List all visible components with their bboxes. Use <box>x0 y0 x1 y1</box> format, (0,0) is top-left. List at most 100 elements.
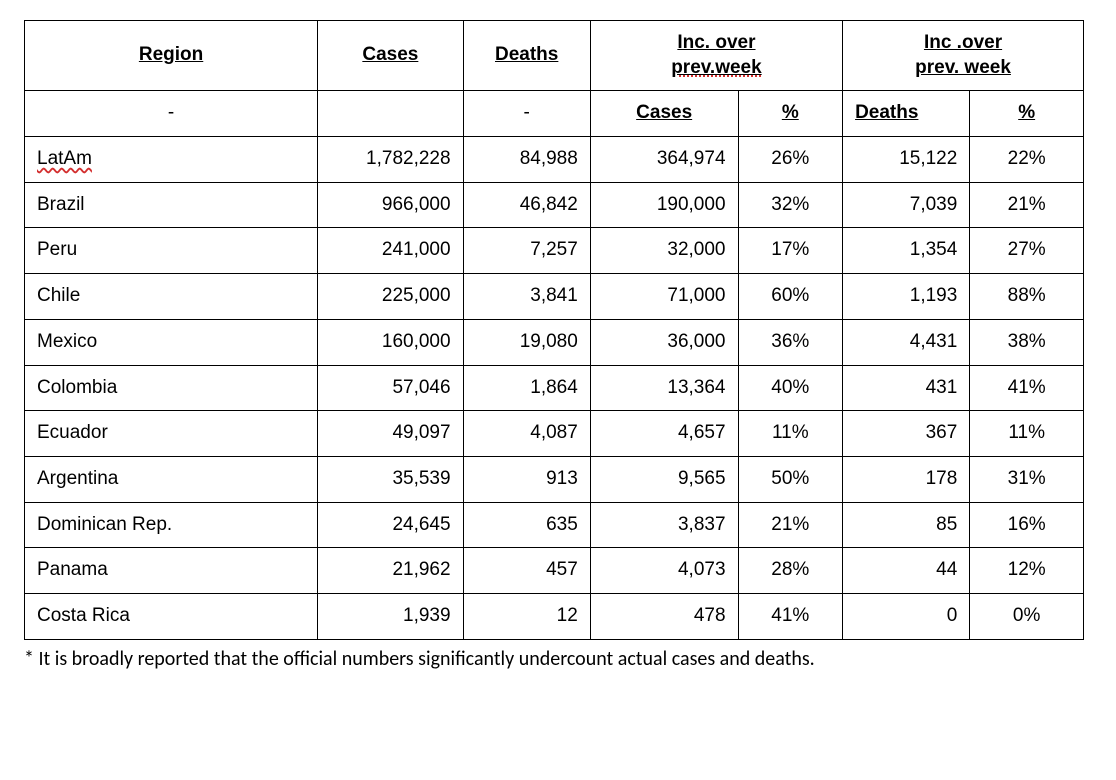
cell-inc-cases-pct: 36% <box>738 319 843 365</box>
cell-inc-deaths: 1,354 <box>843 228 970 274</box>
th2-cases: Cases <box>590 91 738 137</box>
th2-pct1: % <box>738 91 843 137</box>
th-deaths: Deaths <box>463 21 590 91</box>
cell-inc-deaths: 4,431 <box>843 319 970 365</box>
table-row: Costa Rica1,9391247841%00% <box>25 593 1084 639</box>
cell-inc-deaths: 0 <box>843 593 970 639</box>
cell-inc-deaths-pct: 11% <box>970 411 1084 457</box>
cell-cases: 241,000 <box>318 228 463 274</box>
cell-inc-cases-pct: 17% <box>738 228 843 274</box>
cell-inc-cases-pct: 28% <box>738 548 843 594</box>
th-cases: Cases <box>318 21 463 91</box>
cell-region: Dominican Rep. <box>25 502 318 548</box>
cell-region: Brazil <box>25 182 318 228</box>
cell-inc-cases: 4,073 <box>590 548 738 594</box>
table-row: Dominican Rep.24,6456353,83721%8516% <box>25 502 1084 548</box>
cell-inc-deaths: 178 <box>843 456 970 502</box>
table-row: LatAm 1,782,22884,988364,97426%15,12222% <box>25 137 1084 183</box>
cell-region: Panama <box>25 548 318 594</box>
cell-cases: 57,046 <box>318 365 463 411</box>
covid-region-table: Region Cases Deaths Inc. over prev.week … <box>24 20 1084 640</box>
cell-inc-deaths-pct: 41% <box>970 365 1084 411</box>
cell-inc-deaths: 431 <box>843 365 970 411</box>
cell-deaths: 635 <box>463 502 590 548</box>
cell-deaths: 457 <box>463 548 590 594</box>
cell-inc-cases: 478 <box>590 593 738 639</box>
cell-deaths: 84,988 <box>463 137 590 183</box>
table-row: Panama21,9624574,07328%4412% <box>25 548 1084 594</box>
cell-inc-cases-pct: 41% <box>738 593 843 639</box>
cell-deaths: 19,080 <box>463 319 590 365</box>
th2-pct2: % <box>970 91 1084 137</box>
th2-blank1 <box>318 91 463 137</box>
cell-region: Ecuador <box>25 411 318 457</box>
table-row: Colombia57,0461,86413,36440%43141% <box>25 365 1084 411</box>
cell-region: Costa Rica <box>25 593 318 639</box>
cell-inc-cases-pct: 21% <box>738 502 843 548</box>
cell-cases: 966,000 <box>318 182 463 228</box>
th-region: Region <box>25 21 318 91</box>
cell-inc-cases: 9,565 <box>590 456 738 502</box>
th2-dash2: - <box>463 91 590 137</box>
table-row: Ecuador49,0974,0874,65711%36711% <box>25 411 1084 457</box>
cell-inc-cases: 13,364 <box>590 365 738 411</box>
cell-inc-cases-pct: 50% <box>738 456 843 502</box>
cell-inc-deaths: 44 <box>843 548 970 594</box>
cell-inc-deaths-pct: 88% <box>970 274 1084 320</box>
cell-inc-deaths-pct: 12% <box>970 548 1084 594</box>
cell-cases: 49,097 <box>318 411 463 457</box>
cell-inc-cases-pct: 32% <box>738 182 843 228</box>
spellcheck-underline: LatAm <box>37 148 92 169</box>
th-inc-deaths-line2: prev. week <box>915 57 1011 78</box>
cell-inc-cases: 71,000 <box>590 274 738 320</box>
cell-region: Argentina <box>25 456 318 502</box>
cell-inc-cases: 190,000 <box>590 182 738 228</box>
cell-cases: 24,645 <box>318 502 463 548</box>
cell-cases: 1,939 <box>318 593 463 639</box>
th-inc-deaths-line1: Inc .over <box>924 32 1002 53</box>
cell-inc-cases: 4,657 <box>590 411 738 457</box>
cell-inc-deaths: 1,193 <box>843 274 970 320</box>
cell-deaths: 913 <box>463 456 590 502</box>
cell-inc-cases: 3,837 <box>590 502 738 548</box>
cell-cases: 35,539 <box>318 456 463 502</box>
cell-inc-cases: 36,000 <box>590 319 738 365</box>
table-body: LatAm1,782,22884,988364,97426%15,12222%B… <box>25 137 1084 640</box>
cell-inc-deaths: 15,122 <box>843 137 970 183</box>
cell-cases: 225,000 <box>318 274 463 320</box>
th-inc-cases-line2: prev.week <box>671 57 761 78</box>
cell-inc-deaths-pct: 0% <box>970 593 1084 639</box>
table-row: Chile225,0003,84171,00060%1,19388% <box>25 274 1084 320</box>
cell-region: Peru <box>25 228 318 274</box>
cell-inc-cases: 364,974 <box>590 137 738 183</box>
cell-region: LatAm <box>25 137 318 183</box>
table-row: Brazil966,00046,842190,00032%7,03921% <box>25 182 1084 228</box>
cell-inc-cases-pct: 26% <box>738 137 843 183</box>
cell-inc-deaths-pct: 22% <box>970 137 1084 183</box>
cell-inc-deaths: 7,039 <box>843 182 970 228</box>
header-row-2: - - Cases % Deaths % <box>25 91 1084 137</box>
cell-deaths: 1,864 <box>463 365 590 411</box>
cell-deaths: 7,257 <box>463 228 590 274</box>
cell-inc-cases-pct: 60% <box>738 274 843 320</box>
th-inc-cases-line1: Inc. over <box>677 32 755 53</box>
cell-inc-cases-pct: 11% <box>738 411 843 457</box>
th-inc-cases: Inc. over prev.week <box>590 21 842 91</box>
cell-cases: 1,782,228 <box>318 137 463 183</box>
cell-inc-deaths-pct: 31% <box>970 456 1084 502</box>
cell-inc-deaths: 85 <box>843 502 970 548</box>
table-row: Peru241,0007,25732,00017%1,35427% <box>25 228 1084 274</box>
table-row: Mexico160,00019,08036,00036%4,43138% <box>25 319 1084 365</box>
table-row: Argentina35,5399139,56550%17831% <box>25 456 1084 502</box>
cell-region: Chile <box>25 274 318 320</box>
cell-region: Colombia <box>25 365 318 411</box>
cell-inc-deaths-pct: 27% <box>970 228 1084 274</box>
cell-inc-cases: 32,000 <box>590 228 738 274</box>
cell-deaths: 12 <box>463 593 590 639</box>
cell-inc-deaths-pct: 21% <box>970 182 1084 228</box>
footnote-text: * It is broadly reported that the offici… <box>24 646 1084 673</box>
cell-deaths: 3,841 <box>463 274 590 320</box>
cell-region: Mexico <box>25 319 318 365</box>
cell-inc-deaths-pct: 16% <box>970 502 1084 548</box>
th2-dash1: - <box>25 91 318 137</box>
